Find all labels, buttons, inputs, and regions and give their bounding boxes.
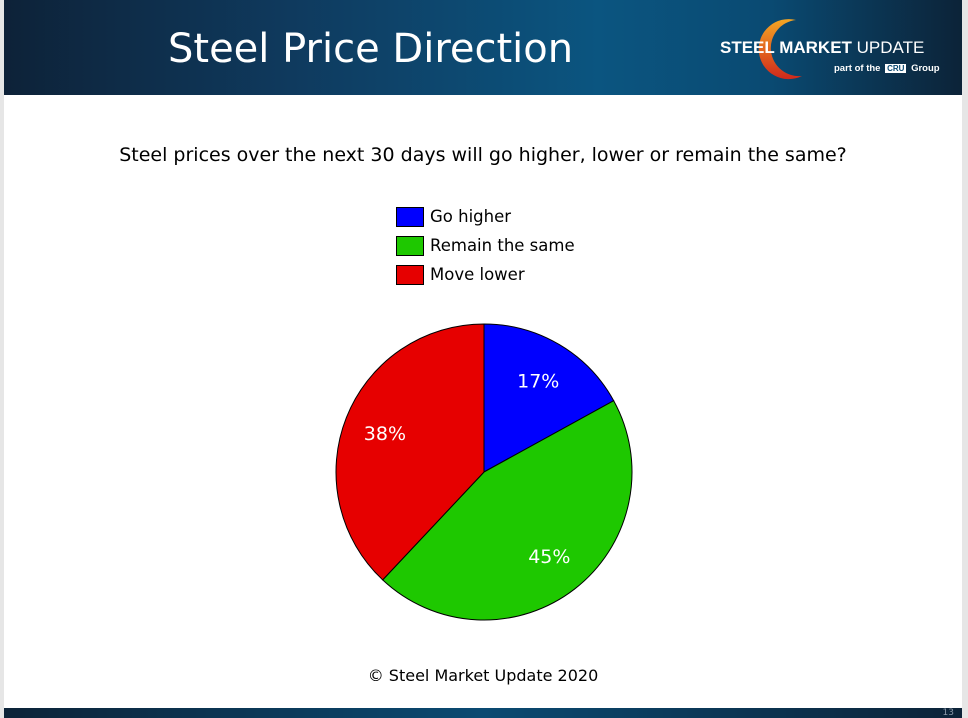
chart-title: Steel prices over the next 30 days will … <box>119 144 847 166</box>
data-label: 38% <box>364 423 406 445</box>
logo-text-light: UPDATE <box>851 38 925 57</box>
logo-text-bold: STEEL MARKET <box>720 38 852 57</box>
data-label: 45% <box>528 546 570 568</box>
logo-arc-icon <box>758 19 802 80</box>
pie-slice-move-lower <box>335 323 485 581</box>
pie-slice-remain-the-same <box>381 400 633 621</box>
legend-item: Move lower <box>396 260 575 289</box>
chart-legend: Go higher Remain the same Move lower <box>396 202 575 289</box>
legend-label: Move lower <box>430 265 525 284</box>
data-label: 17% <box>517 370 559 392</box>
pie-chart: 17% 45% 38% <box>335 323 633 621</box>
legend-swatch <box>396 264 424 285</box>
footer-bar <box>4 708 962 718</box>
logo-sub-post: Group <box>911 63 940 74</box>
legend-swatch <box>396 206 424 227</box>
legend-label: Go higher <box>430 207 512 226</box>
legend-label: Remain the same <box>430 236 575 255</box>
legend-swatch <box>396 235 424 256</box>
pie-slice-go-higher <box>483 323 615 473</box>
slide-title: Steel Price Direction <box>168 26 574 72</box>
logo-sub-pre: part of the <box>834 63 881 74</box>
slide: Steel Price Direction STEEL MARKET UPDAT… <box>4 0 962 718</box>
steel-market-update-logo: STEEL MARKET UPDATE part of the CRU Grou… <box>716 14 956 84</box>
copyright: © Steel Market Update 2020 <box>367 666 599 685</box>
legend-item: Go higher <box>396 202 575 231</box>
page-number: 13 <box>942 708 954 718</box>
legend-item: Remain the same <box>396 231 575 260</box>
header-banner: Steel Price Direction STEEL MARKET UPDAT… <box>4 0 962 95</box>
cru-badge: CRU <box>885 64 907 73</box>
